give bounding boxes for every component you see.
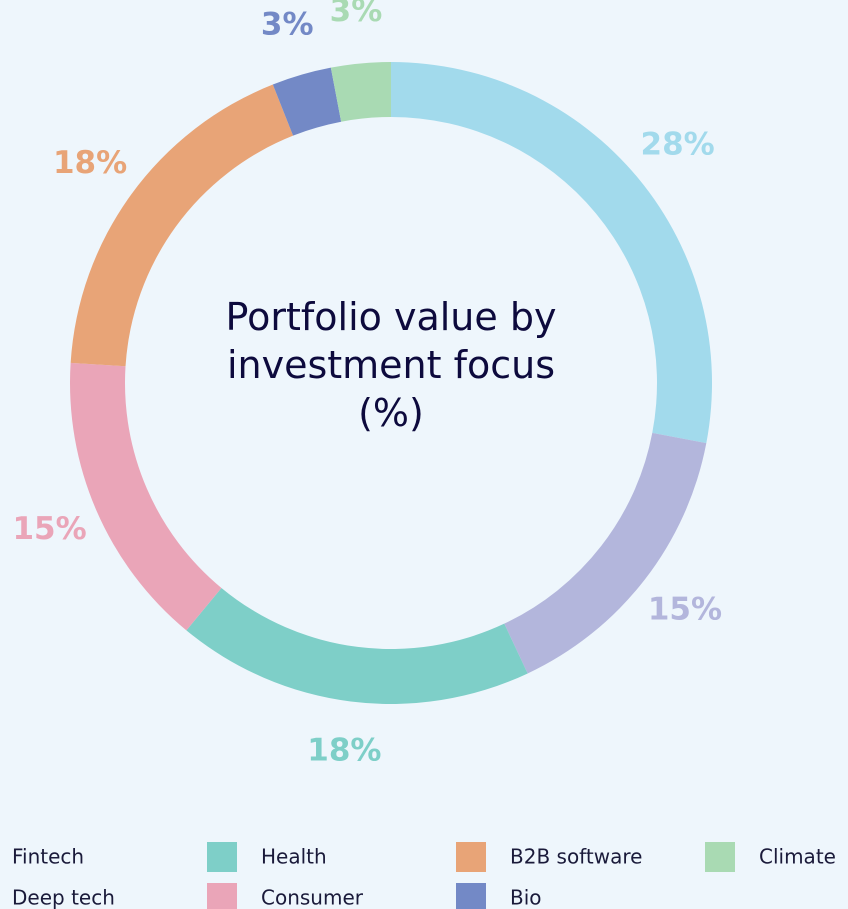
value-label: 3% bbox=[261, 6, 314, 42]
donut-segment bbox=[70, 362, 222, 631]
legend-swatch bbox=[207, 883, 237, 909]
value-label: 15% bbox=[648, 592, 722, 628]
value-label: 18% bbox=[53, 145, 127, 181]
legend-label: Deep tech bbox=[12, 886, 115, 909]
legend-swatch bbox=[705, 842, 735, 872]
donut-segment bbox=[391, 62, 712, 444]
legend-swatch bbox=[456, 842, 486, 872]
value-label: 3% bbox=[330, 0, 383, 29]
donut-segment bbox=[272, 67, 342, 136]
legend-label: Fintech bbox=[12, 845, 84, 869]
donut-segment bbox=[504, 432, 707, 674]
legend-label: Health bbox=[261, 845, 327, 869]
legend-swatch bbox=[456, 883, 486, 909]
value-label: 18% bbox=[307, 733, 381, 769]
legend-label: Consumer bbox=[261, 886, 364, 909]
legend-swatch bbox=[207, 842, 237, 872]
legend-label: Climate bbox=[759, 845, 836, 869]
value-label: 15% bbox=[12, 511, 86, 547]
value-label: 28% bbox=[641, 126, 715, 162]
donut-segment bbox=[70, 84, 294, 367]
legend-label: B2B software bbox=[510, 845, 642, 869]
donut-segment bbox=[330, 62, 391, 122]
donut-segment bbox=[186, 587, 528, 704]
legend-label: Bio bbox=[510, 886, 542, 909]
chart-title: Portfolio value by investment focus (%) bbox=[225, 295, 557, 435]
